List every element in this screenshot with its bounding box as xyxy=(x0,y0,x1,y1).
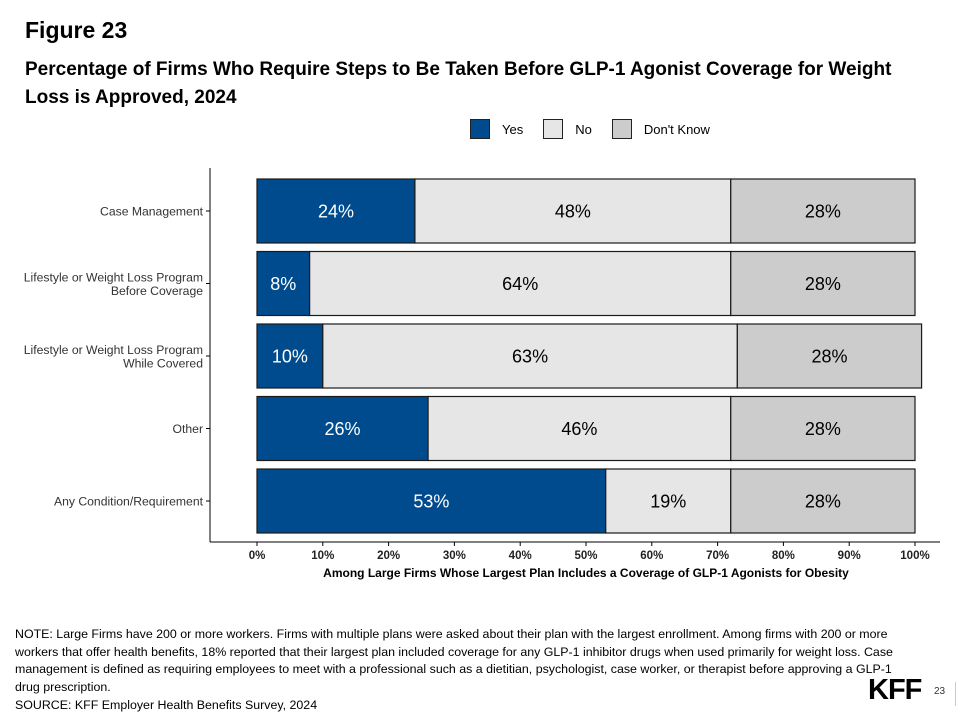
data-label: 24% xyxy=(318,202,354,222)
data-label: 46% xyxy=(561,419,597,439)
x-tick-label: 80% xyxy=(772,550,795,562)
chart-title: Percentage of Firms Who Require Steps to… xyxy=(25,59,892,108)
legend-swatch-dont-know xyxy=(611,119,632,139)
data-label: 28% xyxy=(805,419,841,439)
stacked-bar-chart: 0% 10% 20% 30% 40% 50% 60% 70% 80% 90% 100% Among L… xyxy=(24,168,940,580)
data-label: 28% xyxy=(805,202,841,222)
bar-segment-yes xyxy=(256,395,429,462)
data-label: 26% xyxy=(325,419,361,439)
bar-segment-don-t-know xyxy=(730,395,916,462)
bar-segment-no xyxy=(414,178,732,244)
bar-segment-yes xyxy=(256,468,607,534)
data-label: 28% xyxy=(805,492,841,512)
bar-segment-don-t-know xyxy=(730,178,916,244)
figure-label: Figure 23 xyxy=(25,17,128,43)
category-label: Lifestyle or Weight Loss Program Before C… xyxy=(24,270,204,298)
x-tick-label: 50% xyxy=(574,550,597,562)
bar-segment-don-t-know xyxy=(730,250,916,317)
bar-segment-yes xyxy=(256,323,324,389)
bar-segment-don-t-know xyxy=(736,323,923,389)
legend-item-yes: Yes xyxy=(470,119,523,139)
legend-swatch-no xyxy=(543,119,564,139)
bar-segment-no xyxy=(605,468,732,534)
page-number: 23 xyxy=(934,686,946,697)
legend-swatch-yes xyxy=(470,119,490,139)
x-tick-label: 10% xyxy=(311,550,334,562)
x-tick-label: 20% xyxy=(377,550,400,562)
x-tick-label: 90% xyxy=(838,550,861,562)
data-label: 48% xyxy=(555,202,591,222)
legend-label-no: No xyxy=(575,121,592,137)
chart-legend: Yes No Don't Know xyxy=(470,119,730,139)
data-label: 10% xyxy=(272,347,308,367)
data-label: 28% xyxy=(811,347,847,367)
legend-label-yes: Yes xyxy=(502,121,524,137)
data-label: 19% xyxy=(650,492,686,512)
x-axis-title: Among Large Firms Whose Largest Plan Inc… xyxy=(323,566,849,580)
bar-segment-don-t-know xyxy=(730,468,916,534)
category-label: Other xyxy=(173,422,203,436)
x-tick-label: 0% xyxy=(249,550,266,562)
data-label: 53% xyxy=(413,492,449,512)
legend-label-dont-know: Don't Know xyxy=(643,121,710,137)
data-label: 8% xyxy=(270,274,296,294)
bar-segment-yes xyxy=(256,250,311,317)
x-tick-label: 100% xyxy=(900,550,929,562)
category-label: Any Condition/Requirement xyxy=(54,495,204,509)
legend-item-dont-know: Don't Know xyxy=(611,119,710,139)
bar-segment-no xyxy=(427,395,732,462)
category-label: Case Management xyxy=(100,205,204,219)
legend-item-no: No xyxy=(543,119,592,139)
kff-logo: KFF xyxy=(868,674,922,706)
x-tick-label: 70% xyxy=(706,550,729,562)
data-label: 63% xyxy=(512,347,548,367)
x-tick-label: 60% xyxy=(640,550,663,562)
data-label: 64% xyxy=(502,274,538,294)
chart-note: NOTE: Large Firms have 200 or more worke… xyxy=(15,627,893,694)
x-tick-label: 40% xyxy=(509,550,532,562)
chart-source: SOURCE: KFF Employer Health Benefits Sur… xyxy=(15,698,318,712)
edge-divider xyxy=(955,682,956,706)
x-tick-label: 30% xyxy=(443,550,466,562)
category-label: Lifestyle or Weight Loss Program While Co… xyxy=(24,343,203,371)
data-label: 28% xyxy=(805,274,841,294)
